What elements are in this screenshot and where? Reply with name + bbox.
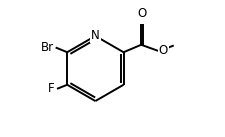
Text: O: O — [137, 7, 146, 20]
Text: O: O — [158, 44, 167, 57]
Text: F: F — [48, 82, 55, 95]
Text: N: N — [91, 29, 99, 42]
Text: Br: Br — [40, 41, 53, 54]
